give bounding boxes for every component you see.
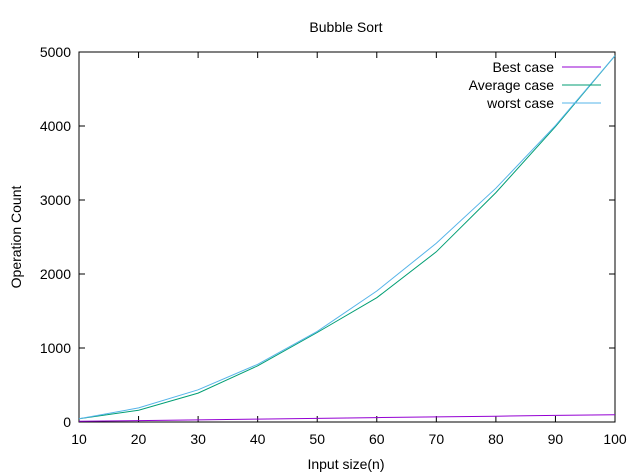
y-tick-label: 0 [63, 414, 71, 430]
x-tick-label: 60 [369, 431, 385, 447]
legend-label-best-case: Best case [493, 59, 555, 75]
legend-label-average-case: Average case [469, 77, 555, 93]
series-line-average-case [78, 55, 616, 420]
axis-ticks [78, 51, 616, 423]
x-tick-label: 50 [309, 431, 325, 447]
plot-frame [78, 51, 616, 423]
chart-title: Bubble Sort [309, 19, 382, 35]
legend: Best case Average case worst case [469, 59, 601, 111]
x-axis-label: Input size(n) [307, 456, 384, 472]
legend-label-worst-case: worst case [486, 95, 554, 111]
y-tick-label: 2000 [40, 266, 71, 282]
y-tick-label: 1000 [40, 340, 71, 356]
series-line-best-case [78, 414, 616, 422]
x-tick-label: 10 [71, 431, 87, 447]
x-tick-label: 90 [548, 431, 564, 447]
x-tick-label: 70 [429, 431, 445, 447]
x-tick-label: 30 [190, 431, 206, 447]
y-tick-label: 3000 [40, 192, 71, 208]
y-axis-label: Operation Count [8, 186, 24, 289]
x-tick-label: 100 [603, 431, 627, 447]
series-lines [78, 55, 616, 422]
x-tick-label: 20 [131, 431, 147, 447]
axis-tick-labels: 10 20 30 40 50 60 70 80 90 1000100020003000400050… [40, 44, 627, 447]
y-tick-label: 4000 [40, 118, 71, 134]
x-tick-label: 40 [250, 431, 266, 447]
series-line-worst-case [78, 55, 616, 420]
y-tick-label: 5000 [40, 44, 71, 60]
x-tick-label: 80 [488, 431, 504, 447]
